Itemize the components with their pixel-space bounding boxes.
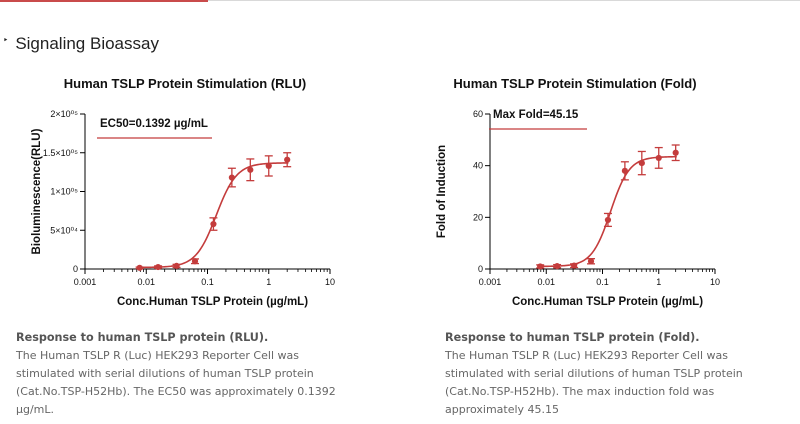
x-tick-label: 0.1 [596, 277, 609, 287]
y-tick-label: 0 [73, 264, 78, 274]
chart-title: Human TSLP Protein Stimulation (RLU) [64, 76, 306, 91]
x-tick-label: 0.001 [479, 277, 502, 287]
fold-caption-line: (Cat.No.TSP-H52Hb). The max induction fo… [445, 385, 715, 398]
fold-chart: Human TSLP Protein Stimulation (Fold) 0.0… [405, 72, 785, 312]
y-tick-label: 1.5×10⁰⁵ [43, 148, 78, 158]
data-point [570, 262, 578, 269]
data-point [554, 263, 561, 270]
y-axis-label: Fold of Induction [436, 145, 448, 238]
y-tick-label: 5×10⁰⁴ [50, 225, 78, 235]
rlu-caption-line: (Cat.No.TSP-H52Hb). The EC50 was approxi… [16, 385, 336, 398]
chart-annotation: EC50=0.1392 µg/mL [100, 118, 208, 130]
fit-curve [537, 155, 677, 268]
y-tick-label: 40 [473, 161, 483, 171]
x-tick-label: 1 [266, 277, 271, 287]
x-tick-label: 0.01 [537, 277, 555, 287]
rlu-chart: Human TSLP Protein Stimulation (RLU) 0.00… [0, 72, 380, 312]
data-point [284, 156, 291, 163]
data-point [191, 258, 199, 265]
fit-curve [136, 162, 289, 269]
rlu-caption-line: The Human TSLP R (Luc) HEK293 Reporter C… [16, 349, 299, 362]
data-point [154, 263, 162, 271]
data-point [537, 263, 544, 270]
x-axis-label: Conc.Human TSLP Protein (µg/mL) [512, 296, 703, 308]
data-point [210, 220, 217, 228]
fold-caption-line: The Human TSLP R (Luc) HEK293 Reporter C… [445, 349, 728, 362]
fold-caption: Response to human TSLP protein (Fold). T… [445, 329, 790, 419]
data-point [655, 154, 662, 162]
data-point [672, 149, 679, 156]
x-tick-label: 10 [710, 277, 720, 287]
top-divider [0, 0, 800, 1]
data-point [247, 166, 254, 173]
x-tick-label: 0.01 [137, 277, 155, 287]
fold-caption-line: stimulated with serial dilutions of huma… [445, 367, 743, 380]
data-point [638, 159, 645, 167]
fold-chart-svg: Human TSLP Protein Stimulation (Fold) 0.0… [436, 76, 720, 308]
y-tick-label: 20 [473, 212, 483, 222]
rlu-caption: Response to human TSLP protein (RLU). Th… [16, 329, 361, 419]
rlu-caption-title: Response to human TSLP protein (RLU). [16, 331, 269, 344]
data-point [604, 216, 612, 224]
chart-annotation: Max Fold=45.15 [493, 109, 579, 121]
y-tick-label: 60 [473, 109, 483, 119]
data-point [136, 264, 143, 271]
rlu-chart-svg: Human TSLP Protein Stimulation (RLU) 0.00… [31, 76, 335, 308]
chart-title: Human TSLP Protein Stimulation (Fold) [453, 76, 696, 91]
bullet-icon: ‣ [3, 34, 9, 45]
y-tick-label: 2×10⁰⁵ [50, 109, 78, 119]
y-axis-label: Bioluminescence(RLU) [31, 128, 43, 254]
data-point [228, 174, 235, 181]
section-heading: ‣ Signaling Bioassay [3, 34, 159, 54]
rlu-caption-line: stimulated with serial dilutions of huma… [16, 367, 314, 380]
data-point [173, 262, 180, 269]
section-title: Signaling Bioassay [15, 34, 159, 53]
data-point [621, 167, 628, 174]
x-tick-label: 0.1 [201, 277, 214, 287]
data-point [265, 162, 272, 170]
fold-caption-title: Response to human TSLP protein (Fold). [445, 331, 700, 344]
y-tick-label: 1×10⁰⁵ [50, 187, 78, 197]
data-point [587, 258, 595, 265]
x-tick-label: 10 [325, 277, 335, 287]
fold-caption-line: approximately 45.15 [445, 403, 560, 416]
x-tick-label: 0.001 [74, 277, 97, 287]
rlu-caption-line: µg/mL. [16, 403, 55, 416]
y-tick-label: 0 [478, 264, 483, 274]
x-tick-label: 1 [656, 277, 661, 287]
x-axis-label: Conc.Human TSLP Protein (µg/mL) [117, 296, 308, 308]
active-tab-indicator [0, 0, 208, 2]
